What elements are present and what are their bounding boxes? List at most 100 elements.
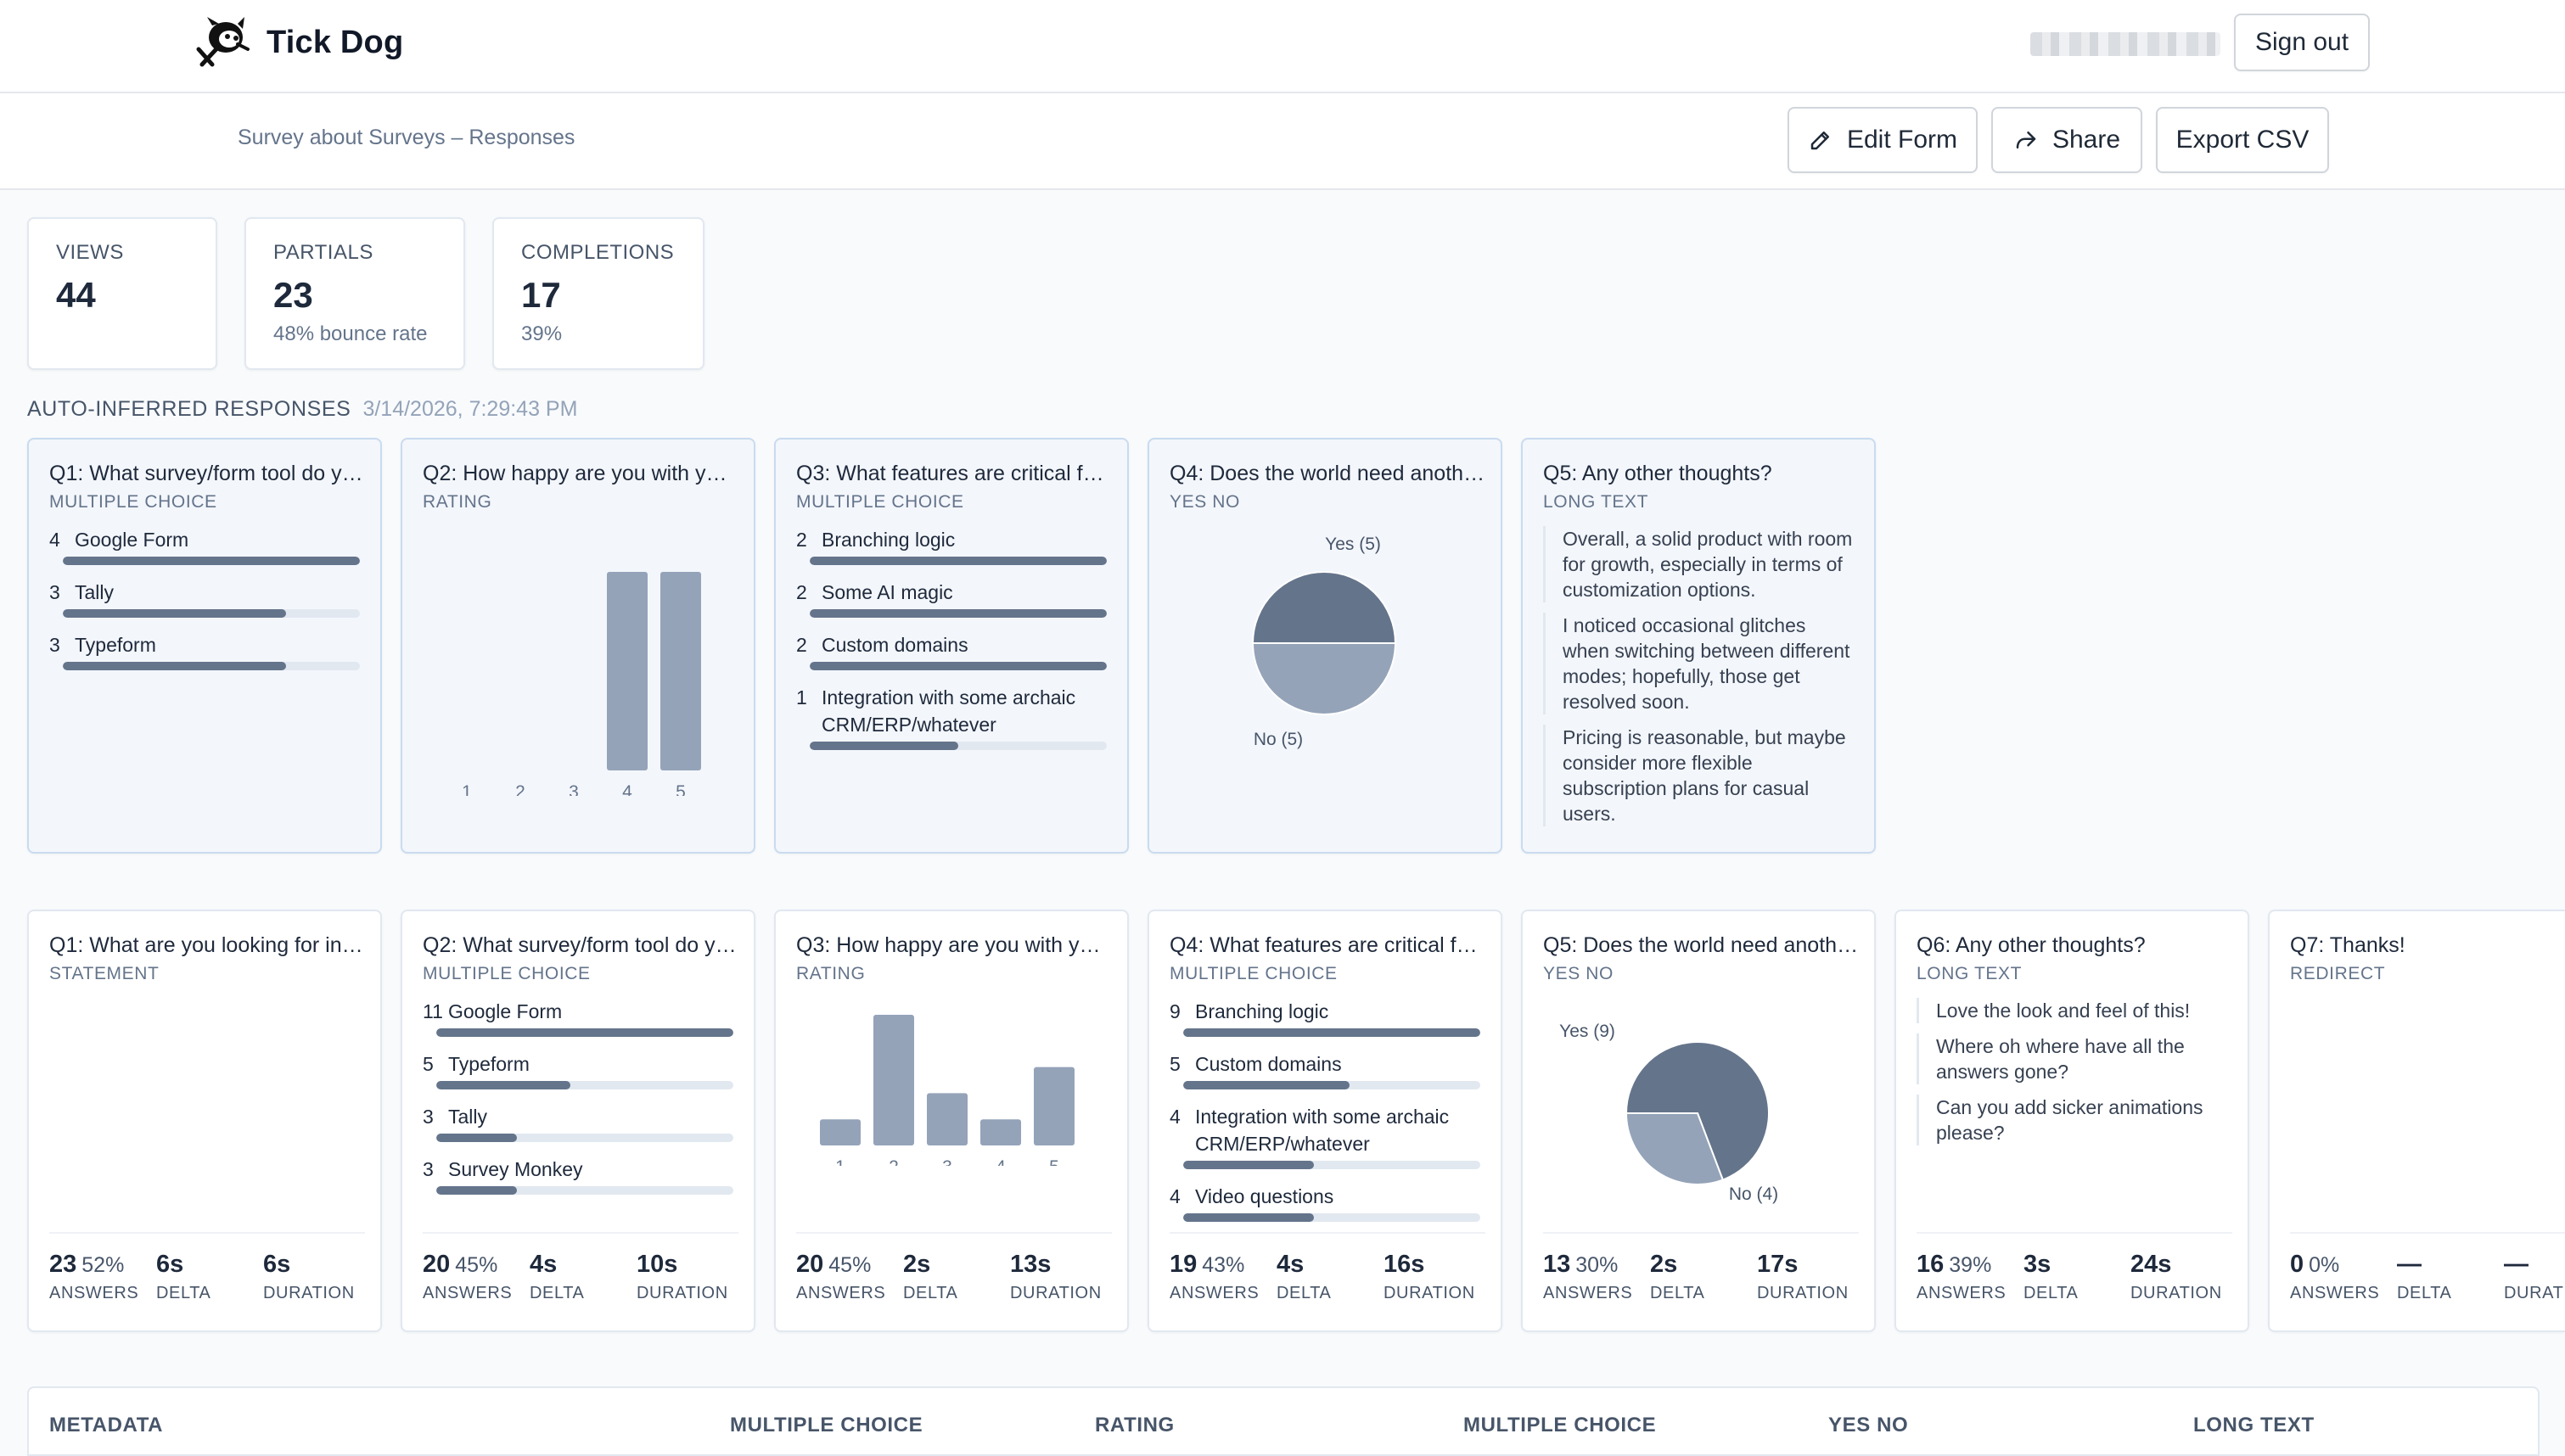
answers-count: 20: [796, 1251, 824, 1278]
stat-completions: COMPLETIONS 17 39%: [492, 217, 704, 370]
choice-bar: [436, 1134, 733, 1142]
column-header-multiple-choice-2[interactable]: MULTIPLE CHOICE: [1463, 1414, 1657, 1436]
footer-delta-label: DELTA: [2397, 1284, 2452, 1302]
stat-views: VIEWS 44: [27, 217, 217, 370]
choice-count: 3: [49, 634, 60, 656]
rating-bar-5: [1034, 1067, 1075, 1145]
footer-delta-value: —: [2397, 1251, 2452, 1279]
delta-value: 4s: [530, 1251, 558, 1278]
footer-answers: 16 39% ANSWERS: [1917, 1251, 2006, 1303]
rating-bar-5: [660, 572, 701, 770]
column-header-long-text[interactable]: LONG TEXT: [2193, 1414, 2315, 1436]
choice-item: 11 Google Form: [423, 998, 733, 1037]
choice-bar: [810, 557, 1107, 565]
rating-bar-4: [607, 572, 648, 770]
share-arrow-icon: [2016, 132, 2036, 148]
sign-out-button[interactable]: Sign out: [2234, 14, 2370, 71]
choice-item: 4 Google Form: [49, 526, 360, 565]
pie-label-no: No (4): [1729, 1184, 1778, 1204]
choice-bar-fill: [436, 1186, 517, 1195]
footer-duration-label: DURATION: [1757, 1284, 1849, 1302]
response-card-q5[interactable]: Q5: Does the world need another form too…: [1521, 910, 1876, 1332]
response-card-q2[interactable]: Q2: What survey/form tool do you use? MU…: [401, 910, 755, 1332]
column-header-rating[interactable]: RATING: [1095, 1414, 1175, 1436]
inferred-card-q2[interactable]: Q2: How happy are you with your current …: [401, 438, 755, 854]
footer-delta: 4s DELTA: [530, 1251, 585, 1303]
pie-label-yes: Yes (9): [1559, 1022, 1615, 1041]
pie-slice-yes: [1625, 1041, 1770, 1181]
footer-duration-label: DURATION: [263, 1284, 355, 1302]
pie-label-yes: Yes (5): [1325, 535, 1381, 554]
choice-bar-fill: [436, 1028, 733, 1037]
footer-delta-value: 4s: [530, 1251, 585, 1279]
rating-tick-label: 3: [942, 1157, 952, 1166]
choice-bar-fill: [810, 609, 1107, 618]
response-card-q1[interactable]: Q1: What are you looking for in a form t…: [27, 910, 382, 1332]
choice-bar-fill: [1183, 1081, 1350, 1089]
choice-label: Typeform: [448, 1053, 530, 1075]
inferred-card-q1[interactable]: Q1: What survey/form tool do you use? MU…: [27, 438, 382, 854]
footer-answers-label: ANSWERS: [1543, 1284, 1633, 1302]
edit-form-button[interactable]: Edit Form: [1788, 107, 1978, 173]
stat-partials: PARTIALS 23 48% bounce rate: [244, 217, 465, 370]
brand[interactable]: Tick Dog: [194, 15, 403, 70]
column-header-metadata[interactable]: METADATA: [49, 1414, 164, 1436]
choice-label: Survey Monkey: [448, 1158, 583, 1180]
delta-value: 2s: [903, 1251, 931, 1278]
choice-bar-fill: [63, 557, 360, 565]
page-title: Survey about Surveys – Responses: [238, 126, 575, 149]
response-card-q3[interactable]: Q3: How happy are you with your current …: [774, 910, 1129, 1332]
footer-duration: 10s DURATION: [637, 1251, 728, 1303]
footer-duration-label: DURATION: [2130, 1284, 2222, 1302]
answers-percent: 0%: [2309, 1253, 2340, 1277]
answers-percent: 43%: [1202, 1253, 1245, 1277]
response-card-q6[interactable]: Q6: Any other thoughts? LONG TEXT Love t…: [1894, 910, 2249, 1332]
inferred-card-q5[interactable]: Q5: Any other thoughts? LONG TEXT Overal…: [1521, 438, 1876, 854]
footer-delta-value: 3s: [2023, 1251, 2079, 1279]
choice-count: 3: [49, 581, 60, 603]
question-type: YES NO: [1170, 492, 1240, 512]
share-button[interactable]: Share: [1991, 107, 2142, 173]
inferred-card-q4[interactable]: Q4: Does the world need another form too…: [1148, 438, 1502, 854]
choice-label: Branching logic: [822, 529, 956, 551]
choice-item: 2 Branching logic: [796, 526, 1107, 565]
text-answer: Overall, a solid product with room for g…: [1543, 526, 1855, 602]
footer-answers: 20 45% ANSWERS: [796, 1251, 885, 1303]
response-card-q4[interactable]: Q4: What features are critical for you? …: [1148, 910, 1502, 1332]
choice-bar: [1183, 1081, 1480, 1089]
footer-answers-value: 13 30%: [1543, 1251, 1632, 1279]
rating-tick-label: 2: [889, 1157, 899, 1166]
response-card-q7[interactable]: Q7: Thanks! REDIRECT 0 0% ANSWERS — DELTA — DU…: [2268, 910, 2565, 1332]
footer-delta-value: 2s: [903, 1251, 958, 1279]
choice-count: 3: [423, 1158, 434, 1180]
question-type: STATEMENT: [49, 964, 160, 983]
choice-count: 5: [423, 1053, 434, 1075]
footer-delta-label: DELTA: [1650, 1284, 1705, 1302]
card-footer: 19 43% ANSWERS 4s DELTA 16s DURATION: [1170, 1232, 1485, 1312]
choice-item: 1 Integration with some archaic CRM/ERP/w…: [796, 684, 1107, 750]
choice-bar-fill: [63, 662, 286, 670]
choice-bar: [63, 609, 360, 618]
choice-count: 5: [1170, 1053, 1181, 1075]
inferred-card-q3[interactable]: Q3: What features are critical for you? …: [774, 438, 1129, 854]
question-title: Q3: What features are critical for you?: [796, 462, 1112, 485]
duration-value: —: [2504, 1251, 2529, 1278]
column-header-multiple-choice[interactable]: MULTIPLE CHOICE: [730, 1414, 923, 1436]
question-title: Q2: What survey/form tool do you use?: [423, 933, 738, 957]
export-csv-button[interactable]: Export CSV: [2156, 107, 2329, 173]
pie-slice-no: [1625, 1112, 1725, 1185]
footer-duration: 24s DURATION: [2130, 1251, 2222, 1303]
column-header-yes-no[interactable]: YES NO: [1828, 1414, 1909, 1436]
choice-count: 2: [796, 529, 807, 551]
rating-tick-label: 5: [676, 782, 686, 796]
footer-duration: — DURATION: [2504, 1251, 2565, 1303]
pencil-icon: [1810, 132, 1829, 150]
choice-bar: [436, 1186, 733, 1195]
choice-item: 9 Branching logic: [1170, 998, 1480, 1037]
footer-delta: — DELTA: [2397, 1251, 2452, 1303]
choice-item: 2 Custom domains: [796, 631, 1107, 670]
question-type: MULTIPLE CHOICE: [796, 492, 964, 512]
card-footer: 00% ANSWERS — DELTA — DURATION: [2290, 1232, 2565, 1312]
stat-views-value: 44: [56, 275, 96, 315]
choice-label: Some AI magic: [822, 581, 953, 603]
